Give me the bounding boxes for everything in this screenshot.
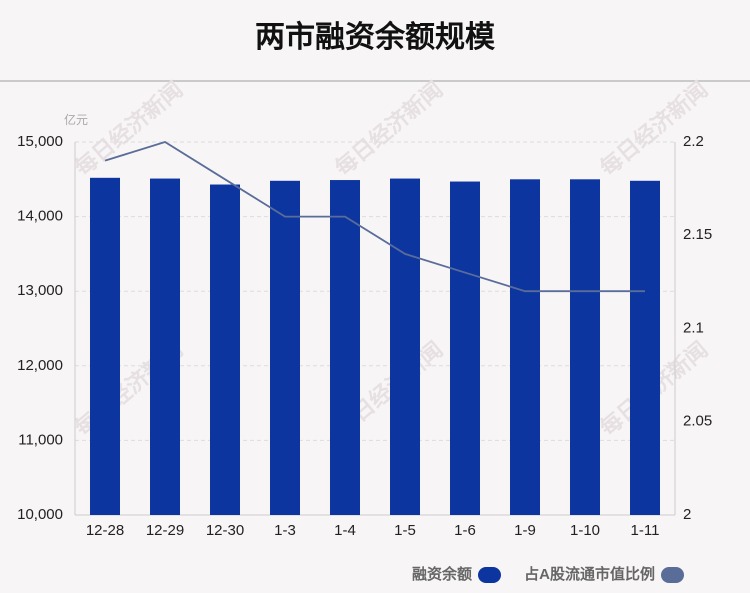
y2-tick-label: 2.2 — [683, 133, 704, 150]
y2-tick-label: 2.1 — [683, 319, 704, 336]
y-tick-label: 13,000 — [17, 282, 63, 299]
x-tick-label: 1-5 — [394, 522, 416, 539]
chart-title: 两市融资余额规模 — [255, 20, 495, 54]
bar — [90, 177, 120, 516]
legend-label: 占A股流通市值比例 — [524, 565, 655, 583]
bar — [570, 179, 600, 516]
x-tick-label: 12-30 — [206, 522, 244, 539]
x-tick-label: 12-28 — [86, 522, 124, 539]
watermark: 每日经济新闻 — [70, 77, 187, 181]
bar — [510, 179, 540, 516]
legend-label: 融资余额 — [412, 565, 472, 583]
bar — [630, 180, 660, 516]
y2-tick-label: 2.15 — [683, 226, 712, 243]
y2-tick-label: 2.05 — [683, 413, 712, 430]
watermark: 每日经济新闻 — [595, 77, 712, 181]
bar — [150, 178, 180, 515]
bar — [330, 180, 360, 515]
legend-swatch — [478, 567, 501, 583]
unit-label: 亿元 — [64, 112, 88, 127]
line — [104, 141, 645, 293]
x-tick-label: 1-4 — [334, 522, 356, 539]
bar — [450, 181, 480, 515]
watermark: 每日经济新闻 — [330, 77, 447, 181]
x-tick-label: 1-10 — [570, 522, 600, 539]
x-tick-label: 1-9 — [514, 522, 536, 539]
x-tick-label: 1-6 — [454, 522, 476, 539]
y-tick-label: 14,000 — [17, 208, 63, 225]
x-tick-label: 1-3 — [274, 522, 296, 539]
y-tick-label: 11,000 — [18, 431, 63, 448]
bar — [210, 184, 240, 515]
y-tick-label: 12,000 — [17, 357, 63, 374]
legend-swatch — [661, 567, 684, 583]
x-tick-label: 1-11 — [631, 522, 660, 539]
x-tick-label: 12-29 — [146, 522, 184, 539]
y2-tick-label: 2 — [683, 506, 691, 523]
bar — [390, 178, 420, 515]
bar — [270, 180, 300, 516]
y-tick-label: 10,000 — [17, 506, 63, 523]
y-tick-label: 15,000 — [17, 133, 63, 150]
